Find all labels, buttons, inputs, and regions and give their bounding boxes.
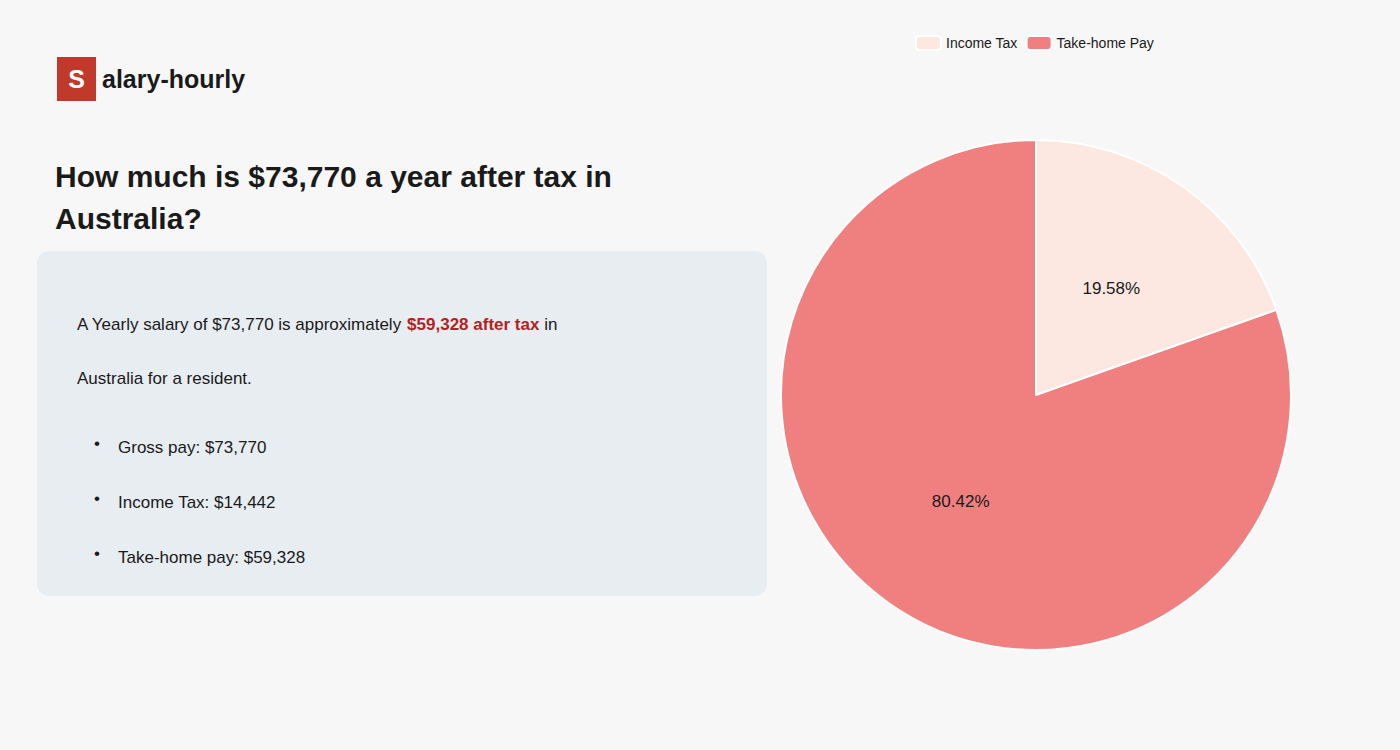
- svg-text:80.42%: 80.42%: [932, 492, 990, 511]
- svg-text:•: •: [94, 489, 100, 508]
- svg-text:Gross pay: $73,770: Gross pay: $73,770: [118, 438, 266, 457]
- svg-text:Take-home Pay: Take-home Pay: [1057, 35, 1154, 51]
- svg-text:Australia for a resident.: Australia for a resident.: [77, 369, 252, 388]
- svg-text:•: •: [94, 434, 100, 453]
- svg-text:Income Tax: Income Tax: [946, 35, 1017, 51]
- svg-text:19.58%: 19.58%: [1082, 279, 1140, 298]
- svg-text:Income Tax: $14,442: Income Tax: $14,442: [118, 493, 276, 512]
- svg-text:Australia?: Australia?: [55, 202, 202, 235]
- svg-text:$59,328 after tax: $59,328 after tax: [407, 315, 540, 334]
- svg-text:•: •: [94, 544, 100, 563]
- svg-text:How much is $73,770 a year aft: How much is $73,770 a year after tax in: [55, 160, 612, 193]
- svg-text:in: in: [539, 315, 557, 334]
- svg-text:alary-hourly: alary-hourly: [102, 65, 245, 93]
- svg-text:Take-home pay: $59,328: Take-home pay: $59,328: [118, 548, 305, 567]
- svg-text:S: S: [68, 65, 85, 93]
- svg-text:A Yearly salary of $73,770 is: A Yearly salary of $73,770 is approximat…: [77, 315, 406, 334]
